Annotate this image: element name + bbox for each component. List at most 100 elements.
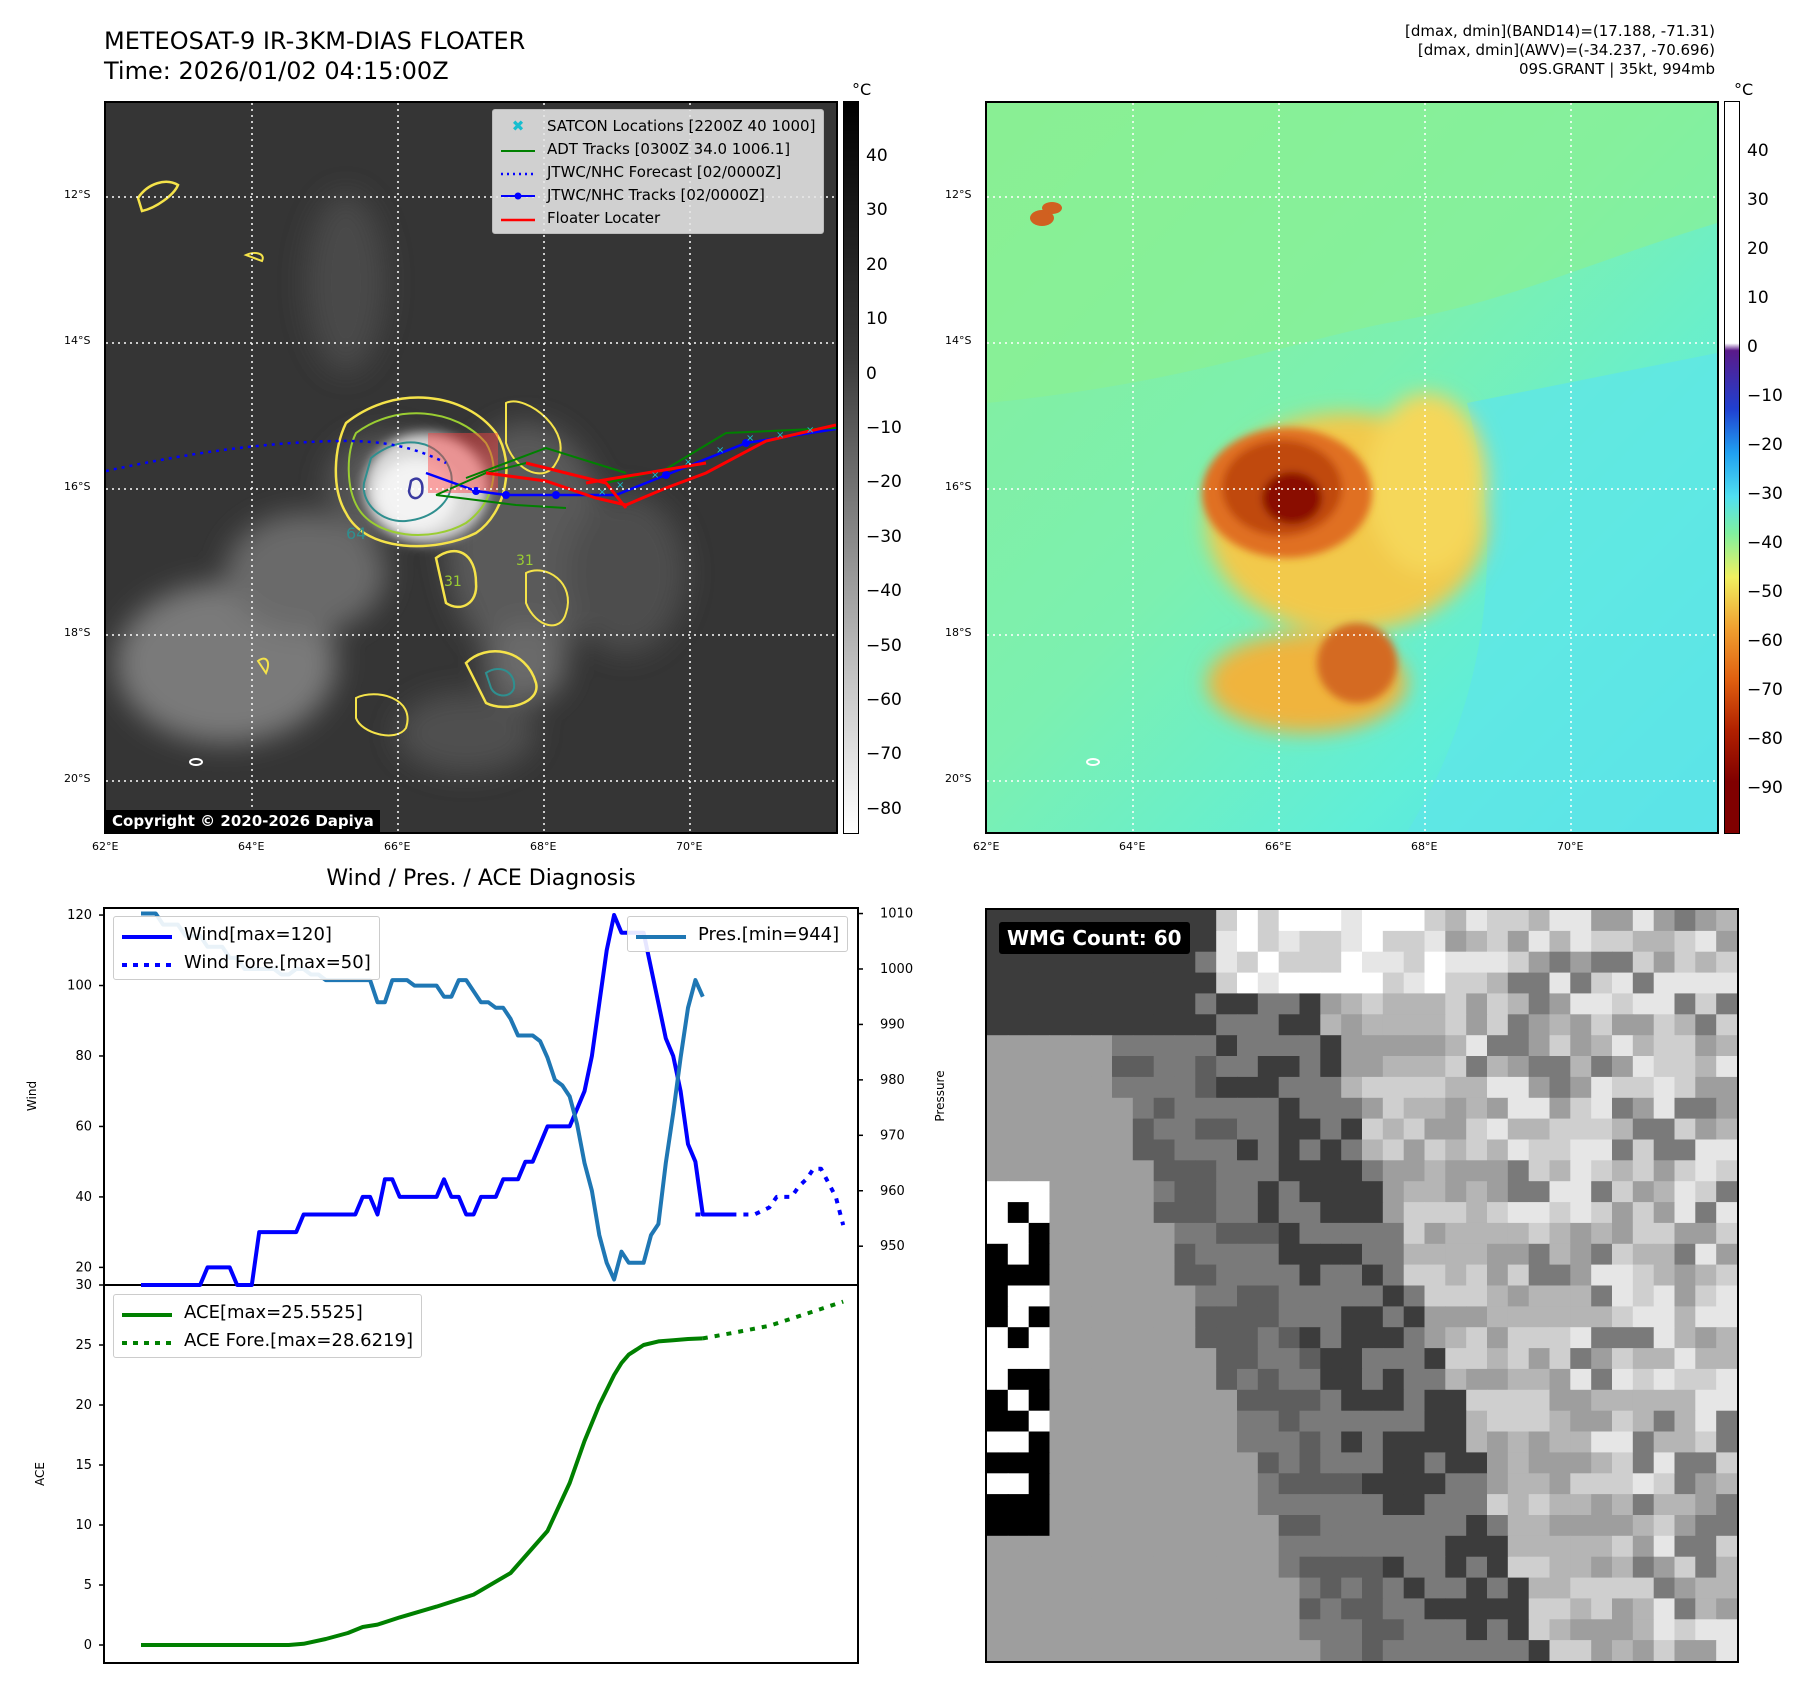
wmg-pixel <box>1695 1097 1717 1120</box>
wmg-pixel <box>1299 1431 1321 1453</box>
wmg-pixel <box>1612 1014 1634 1036</box>
wmg-pixel <box>987 1598 1009 1620</box>
wmg-pixel <box>1070 1494 1092 1516</box>
wmg-pixel <box>987 1202 1009 1224</box>
wmg-pixel <box>1570 1598 1592 1620</box>
wmg-pixel <box>1549 1056 1571 1078</box>
wmg-pixel <box>1195 1306 1217 1328</box>
wmg-pixel <box>1674 1285 1696 1307</box>
wmg-pixel <box>1653 1619 1676 1641</box>
wmg-pixel <box>1278 1222 1301 1245</box>
wmg-pixel <box>1049 1473 1071 1495</box>
wmg-pixel <box>1507 1097 1530 1120</box>
wmg-pixel <box>1195 910 1217 932</box>
legend-ace-fore: ACE Fore.[max=28.6219] <box>122 1326 413 1354</box>
wmg-pixel <box>1195 1348 1217 1370</box>
wmg-pixel <box>1653 1515 1676 1537</box>
wmg-pixel <box>1507 1181 1530 1203</box>
wmg-pixel <box>1049 1285 1071 1307</box>
ace-fore-series-line <box>702 1299 844 1341</box>
wmg-pixel <box>1257 1431 1280 1453</box>
wmg-pixel <box>1591 1056 1613 1078</box>
wmg-pixel <box>1695 1368 1717 1391</box>
wmg-pixel <box>1112 1014 1134 1036</box>
wmg-pixel <box>1445 1556 1467 1579</box>
wmg-pixel <box>1299 1577 1321 1600</box>
wmg-pixel <box>1507 930 1530 953</box>
wmg-pixel <box>1299 1640 1321 1661</box>
wmg-pixel <box>1028 1222 1051 1245</box>
wmg-pixel <box>1466 1222 1488 1245</box>
wmg-pixel <box>1403 1222 1426 1245</box>
wmg-pixel <box>1299 1222 1321 1245</box>
wmg-pixel <box>1070 993 1092 1015</box>
wmg-pixel <box>1028 1306 1051 1328</box>
gray-tick: −60 <box>866 690 902 710</box>
wmg-pixel <box>1091 1368 1113 1391</box>
wmg-pixel <box>1216 1515 1238 1537</box>
wmg-pixel <box>1132 1452 1155 1474</box>
wmg-pixel <box>1195 1076 1217 1099</box>
wmg-pixel <box>1612 1640 1634 1661</box>
wmg-pixel <box>1195 1515 1217 1537</box>
wmg-pixel <box>1132 993 1155 1015</box>
wmg-pixel <box>1341 1535 1363 1558</box>
wmg-pixel <box>1007 1076 1030 1099</box>
wmg-pixel <box>1424 1368 1446 1391</box>
wmg-pixel <box>1320 1014 1342 1036</box>
wmg-pixel <box>1049 1243 1071 1266</box>
wmg-pixel <box>1716 1306 1737 1328</box>
wmg-pixel <box>1028 1014 1051 1036</box>
wmg-pixel <box>1632 1202 1655 1224</box>
wmg-pixel <box>1112 1348 1134 1370</box>
wmg-pixel <box>1070 1515 1092 1537</box>
wmg-pixel <box>1153 1056 1176 1078</box>
wmg-pixel <box>1362 1035 1384 1057</box>
wmg-pixel <box>1674 1097 1696 1120</box>
wmg-pixel <box>1278 1431 1301 1453</box>
wmg-pixel <box>1341 1598 1363 1620</box>
wmg-pixel <box>1716 1389 1737 1412</box>
wmg-pixel <box>1382 1097 1405 1120</box>
wmg-pixel <box>1132 1139 1155 1161</box>
wmg-pixel <box>1674 993 1696 1015</box>
wmg-pixel <box>1632 1515 1655 1537</box>
wmg-pixel <box>1278 1598 1301 1620</box>
wmg-pixel <box>1257 1097 1280 1120</box>
awv-color-map <box>985 101 1719 834</box>
gray-colorbar-unit: °C <box>852 80 872 99</box>
wmg-pixel <box>1132 1368 1155 1391</box>
wmg-pixel <box>1362 1306 1384 1328</box>
wmg-pixel <box>1112 1118 1134 1141</box>
wmg-pixel <box>1007 1118 1030 1141</box>
wmg-pixel <box>1695 951 1717 974</box>
wmg-pixel <box>1487 1097 1509 1120</box>
wmg-pixel <box>1257 1118 1280 1141</box>
wmg-pixel <box>987 1619 1009 1641</box>
wmg-pixel <box>1132 1640 1155 1661</box>
wmg-pixel <box>1612 1076 1634 1099</box>
wmg-pixel <box>1216 1389 1238 1412</box>
wmg-pixel <box>1487 1076 1509 1099</box>
ace-legend: ACE[max=25.5525] ACE Fore.[max=28.6219] <box>113 1294 422 1358</box>
wmg-pixel <box>1507 1410 1530 1433</box>
wmg-pixel <box>1674 1577 1696 1600</box>
wmg-pixel <box>1341 1368 1363 1391</box>
wmg-pixel <box>1362 1243 1384 1266</box>
wmg-pixel <box>1278 1640 1301 1661</box>
wmg-pixel <box>1695 1452 1717 1474</box>
wmg-pixel <box>1445 1494 1467 1516</box>
wmg-pixel <box>1716 1348 1737 1370</box>
wmg-pixel <box>1570 972 1592 995</box>
wmg-pixel <box>1216 1327 1238 1349</box>
wmg-pixel <box>1216 1160 1238 1182</box>
wmg-pixel <box>1174 1535 1196 1558</box>
wmg-pixel <box>1570 1368 1592 1391</box>
wmg-pixel <box>1612 910 1634 932</box>
wmg-pixel <box>1445 1306 1467 1328</box>
color-tick: −90 <box>1747 778 1783 798</box>
wmg-pixel <box>1278 1076 1301 1099</box>
wmg-pixel <box>1716 1160 1737 1182</box>
wmg-pixel <box>987 1556 1009 1579</box>
wmg-pixel <box>1195 1181 1217 1203</box>
